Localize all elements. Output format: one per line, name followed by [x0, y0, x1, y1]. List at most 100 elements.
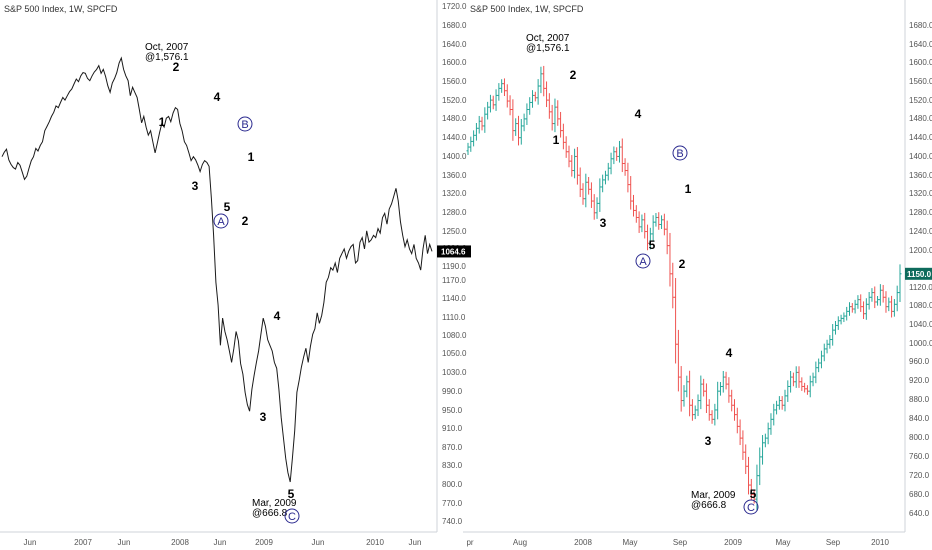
- wave-count-label: 2: [679, 257, 686, 271]
- left-y-tick-label: 1640.0: [442, 40, 467, 49]
- left-y-tick-label: 1440.0: [442, 133, 467, 142]
- left-x-tick-label: Jun: [214, 538, 227, 547]
- right-y-tick-label: 1040.0: [909, 320, 932, 329]
- right-last-price-label: 1150.0: [907, 270, 932, 279]
- wave-count-label: 5: [224, 200, 231, 214]
- right-y-tick-label: 1080.0: [909, 301, 932, 310]
- wave-count-label: 1: [248, 150, 255, 164]
- right-y-tick-label: 1200.0: [909, 246, 932, 255]
- wave-count-label: 4: [726, 346, 733, 360]
- left-y-tick-label: 1480.0: [442, 114, 467, 123]
- left-y-tick-label: 870.0: [442, 443, 463, 452]
- wave-count-label: 4: [635, 107, 642, 121]
- wave-count-label: 1: [159, 115, 166, 129]
- left-chart-title: S&P 500 Index, 1W, SPCFD: [4, 4, 118, 14]
- wave-count-label: 1: [553, 133, 560, 147]
- left-x-tick-label: Jun: [312, 538, 325, 547]
- annotation-note: @1,576.1: [145, 52, 189, 63]
- left-y-tick-label: 1600.0: [442, 58, 467, 67]
- left-y-tick-label: 1140.0: [442, 294, 466, 303]
- left-y-tick-label: 1280.0: [442, 208, 467, 217]
- right-y-tick-label: 1360.0: [909, 171, 932, 180]
- right-x-tick-label: May: [775, 538, 790, 547]
- right-y-tick-label: 1600.0: [909, 58, 932, 67]
- wave-count-label: 5: [649, 238, 656, 252]
- right-x-tick-label: 2010: [871, 538, 889, 547]
- right-x-tick-label: pr: [466, 538, 473, 547]
- right-x-tick-label: Aug: [513, 538, 527, 547]
- right-x-tick-label: Sep: [673, 538, 688, 547]
- wave-count-label: 5: [288, 487, 295, 501]
- right-y-tick-label: 1320.0: [909, 189, 932, 198]
- left-x-tick-label: Jun: [24, 538, 37, 547]
- right-y-tick-label: 1560.0: [909, 77, 932, 86]
- right-y-tick-label: 1520.0: [909, 96, 932, 105]
- annotation-note: Oct, 2007: [526, 33, 570, 44]
- wave-circle-marker: [213, 213, 229, 229]
- right-y-tick-label: 1400.0: [909, 152, 932, 161]
- wave-circle-label: B: [676, 148, 683, 160]
- left-y-tick-label: 800.0: [442, 480, 463, 489]
- left-y-tick-label: 1250.0: [442, 227, 467, 236]
- right-y-tick-label: 840.0: [909, 414, 930, 423]
- left-last-price-label: 1064.6: [441, 247, 466, 256]
- wave-circle-label: A: [217, 216, 225, 228]
- wave-count-label: 3: [260, 410, 267, 424]
- right-y-tick-label: 1480.0: [909, 114, 932, 123]
- annotation-note: @666.8: [691, 500, 727, 511]
- wave-count-label: 4: [214, 90, 221, 104]
- right-x-tick-label: Sep: [826, 538, 841, 547]
- wave-count-label: 3: [600, 216, 607, 230]
- left-last-price-box: [437, 245, 471, 258]
- right-y-tick-label: 1680.0: [909, 21, 932, 30]
- wave-count-label: 2: [173, 60, 180, 74]
- left-panel: S&P 500 Index, 1W, SPCFD 1720.0 1680.0 164…: [0, 0, 471, 547]
- right-x-axis-ticks: pr Aug 2008 May Sep 2009 May Sep 2010: [466, 538, 889, 547]
- annotation-note: @666.8: [252, 508, 288, 519]
- right-y-tick-label: 960.0: [909, 357, 930, 366]
- right-y-tick-label: 1640.0: [909, 40, 932, 49]
- wave-count-label: 3: [705, 434, 712, 448]
- wave-count-label: 2: [242, 214, 249, 228]
- wave-count-label: 5: [750, 487, 757, 501]
- wave-circle-label: B: [241, 119, 248, 131]
- wave-circle-marker: [237, 116, 253, 132]
- left-y-tick-label: 1190.0: [442, 262, 466, 271]
- right-y-tick-label: 800.0: [909, 433, 930, 442]
- left-last-price-marker: 1064.6: [437, 245, 471, 258]
- wave-circle-marker: [635, 253, 651, 269]
- wave-count-label: 2: [570, 68, 577, 82]
- right-y-tick-label: 760.0: [909, 452, 930, 461]
- left-y-tick-label: 1110.0: [442, 313, 466, 322]
- left-y-tick-label: 830.0: [442, 461, 463, 470]
- right-y-tick-label: 640.0: [909, 509, 930, 518]
- right-y-tick-label: 880.0: [909, 395, 930, 404]
- right-y-tick-label: 1240.0: [909, 227, 932, 236]
- right-x-tick-label: May: [622, 538, 637, 547]
- wave-circle-marker: [743, 499, 759, 515]
- wave-count-label: 3: [192, 179, 199, 193]
- right-candles: [466, 65, 902, 511]
- annotation-note: Mar, 2009: [691, 490, 736, 501]
- right-y-tick-label: 920.0: [909, 376, 930, 385]
- left-y-tick-label: 770.0: [442, 499, 463, 508]
- right-y-axis-ticks: 1680.0 1640.0 1600.0 1560.0 1520.0 1480.0 1440…: [909, 21, 932, 518]
- right-last-price-box: [905, 267, 932, 280]
- annotation-note: Oct, 2007: [145, 42, 189, 53]
- right-x-tick-label: 2008: [574, 538, 592, 547]
- left-y-tick-label: 1030.0: [442, 368, 467, 377]
- left-y-tick-label: 990.0: [442, 387, 463, 396]
- left-y-tick-label: 1720.0: [442, 2, 467, 11]
- left-y-tick-label: 950.0: [442, 406, 463, 415]
- left-x-tick-label: Jun: [118, 538, 131, 547]
- left-y-tick-label: 1050.0: [442, 349, 467, 358]
- right-last-price-marker: 1150.0: [905, 267, 932, 280]
- wave-count-label: 1: [685, 182, 692, 196]
- left-y-tick-label: 910.0: [442, 424, 463, 433]
- left-x-tick-label: 2007: [74, 538, 92, 547]
- right-y-tick-label: 1120.0: [909, 283, 932, 292]
- right-y-tick-label: 680.0: [909, 490, 930, 499]
